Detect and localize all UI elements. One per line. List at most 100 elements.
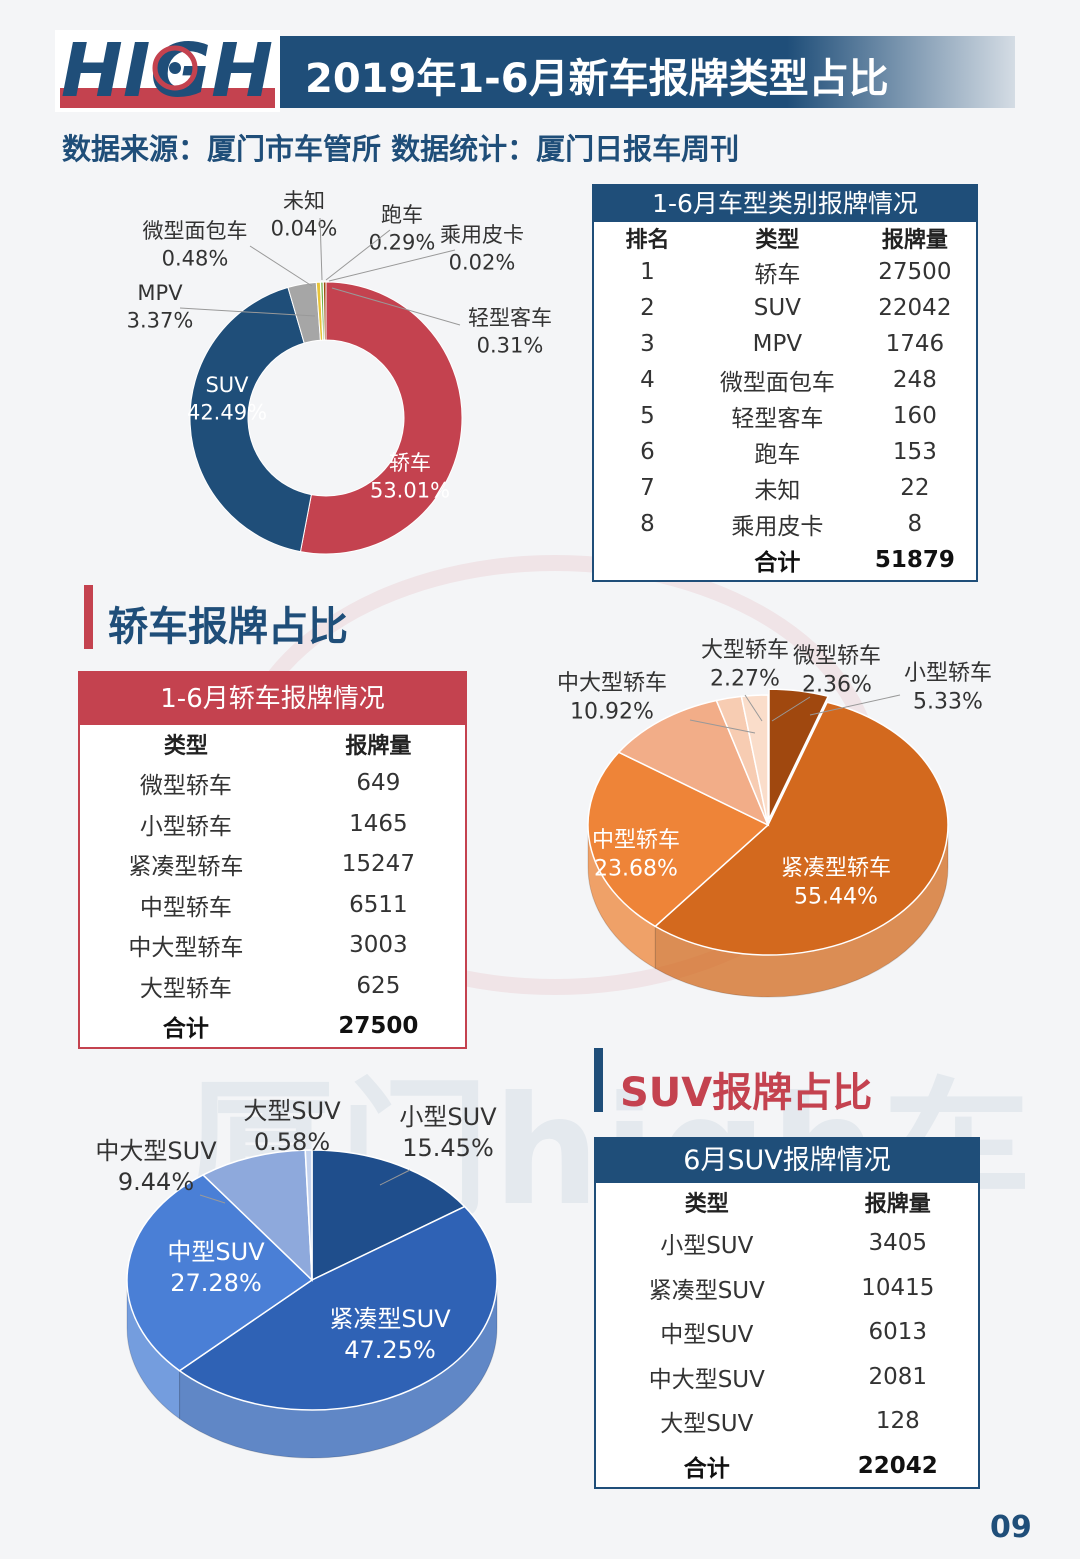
- leader-line: [809, 694, 901, 716]
- table-cell: 轿车: [754, 262, 801, 288]
- table-cell: 22: [900, 475, 930, 501]
- total-row: 合计 27500: [80, 1006, 465, 1047]
- logo-text: HIGH: [61, 30, 273, 112]
- column-header: 报牌量: [881, 228, 948, 253]
- vehicle-type-table: 1-6月车型类别报牌情况 排名 类型 报牌量 1 轿车 27500 2 SUV 22042…: [592, 184, 978, 582]
- table-title: 1-6月轿车报牌情况: [80, 673, 465, 725]
- column-header: 类型: [684, 1192, 729, 1217]
- total-value: 27500: [338, 1013, 419, 1040]
- donut-label: 跑车 0.29%: [369, 203, 436, 254]
- donut-label: SUV 42.49%: [187, 373, 267, 424]
- table-cell: 大型轿车: [139, 975, 232, 1002]
- total-label: 合计: [162, 1016, 209, 1043]
- table-cell: 3003: [349, 932, 408, 959]
- high-logo: HIGH: [55, 30, 280, 112]
- table-cell: 轻型客车: [731, 406, 824, 432]
- column-header: 类型: [163, 734, 208, 759]
- sedan-pie-chart: 小型轿车 5.33% 紧凑型轿车 55.44% 中型轿车 23.68% 中大型轿车 10.92…: [557, 638, 992, 998]
- total-label: 合计: [754, 550, 801, 576]
- table-cell: 中大型SUV: [648, 1366, 765, 1393]
- column-header: 报牌量: [345, 734, 412, 759]
- table-cell: 1: [640, 259, 655, 285]
- sedan-section-title: 轿车报牌占比: [108, 604, 348, 650]
- leader-line: [379, 1169, 411, 1186]
- table-cell: 中大型轿车: [128, 935, 244, 962]
- pie-label: 小型轿车 5.33%: [904, 661, 992, 715]
- table-cell: 7: [640, 475, 655, 501]
- table-row: 8 乘用皮卡 8: [594, 506, 976, 542]
- donut-slice: [299, 281, 463, 555]
- table-cell: 6013: [868, 1319, 928, 1346]
- pie-slice: [587, 751, 770, 928]
- title-band: [255, 36, 1015, 108]
- table-cell: MPV: [752, 331, 803, 357]
- table-row: 5 轻型客车 160: [594, 398, 976, 434]
- table-cell: SUV: [753, 295, 801, 321]
- table-cell: 紧凑型SUV: [648, 1277, 765, 1304]
- table-cell: 6511: [349, 891, 408, 918]
- total-value: 51879: [874, 547, 955, 573]
- table-row: 小型轿车 1465: [80, 804, 465, 845]
- table-cell: 153: [892, 439, 937, 465]
- table-row: 紧凑型SUV 10415: [596, 1266, 978, 1311]
- table-cell: 微型轿车: [139, 773, 232, 800]
- total-row: 合计 51879: [594, 542, 976, 578]
- table-cell: 5: [640, 403, 655, 429]
- pie-slice: [617, 699, 770, 827]
- leader-line: [771, 696, 811, 722]
- table-row: 微型轿车 649: [80, 763, 465, 804]
- column-header: 类型: [755, 228, 800, 253]
- pie-label: 紧凑型SUV 47.25%: [329, 1305, 451, 1364]
- table-cell: 小型轿车: [139, 813, 232, 840]
- table-row: 紧凑型轿车 15247: [80, 844, 465, 885]
- table-title: 1-6月车型类别报牌情况: [594, 186, 976, 222]
- table-cell: 大型SUV: [660, 1411, 754, 1438]
- table-cell: 10415: [861, 1274, 935, 1301]
- table-cell: 2081: [868, 1363, 928, 1390]
- vehicle-type-donut-chart: 轿车 53.01% SUV 42.49% MPV 3.37% 微型面包车 0.48% 未知 0.0…: [127, 189, 552, 555]
- table-row: 4 微型面包车 248: [594, 362, 976, 398]
- suv-pie-chart: 小型SUV 15.45% 紧凑型SUV 47.25% 中型SUV 27.28% 中大型SUV…: [95, 1097, 498, 1459]
- total-label: 合计: [683, 1455, 730, 1482]
- table-cell: 3: [640, 331, 655, 357]
- table-row: 大型轿车 625: [80, 966, 465, 1007]
- table-cell: 未知: [754, 478, 801, 504]
- table-cell: 8: [907, 511, 923, 537]
- table-row: 6 跑车 153: [594, 434, 976, 470]
- table-cell: 中型SUV: [660, 1322, 754, 1349]
- donut-slice: [322, 281, 327, 341]
- suv-table: 6月SUV报牌情况 类型 报牌量 小型SUV 3405 紧凑型SUV 10415 中型S…: [594, 1137, 980, 1489]
- donut-label: 乘用皮卡 0.02%: [440, 223, 524, 274]
- pie-label: 大型轿车 2.27%: [701, 638, 789, 692]
- leader-line: [199, 1194, 226, 1204]
- donut-label: 轿车 53.01%: [370, 451, 450, 502]
- table-cell: 小型SUV: [660, 1233, 754, 1260]
- pie-slice: [126, 1174, 314, 1372]
- table-row: 3 MPV 1746: [594, 326, 976, 362]
- leader-line: [249, 245, 313, 287]
- page-header: HIGH 2019年1-6月新车报牌类型占比: [55, 30, 1015, 112]
- sedan-table: 1-6月轿车报牌情况 类型 报牌量 微型轿车 649 小型轿车 1465 紧凑型轿车 15…: [78, 671, 467, 1049]
- pie-label: 微型轿车 2.36%: [793, 644, 881, 698]
- pie-label: 中型轿车 23.68%: [592, 828, 680, 882]
- pie-slice: [768, 688, 830, 820]
- pie-label: 中型SUV 27.28%: [167, 1238, 265, 1297]
- table-cell: 160: [892, 403, 937, 429]
- table-cell: 4: [640, 367, 655, 393]
- pie-label: 大型SUV 0.58%: [243, 1097, 341, 1156]
- table-cell: 6: [640, 439, 655, 465]
- table-row: 中型轿车 6511: [80, 885, 465, 926]
- column-header: 报牌量: [864, 1192, 931, 1217]
- table-cell: 8: [640, 511, 655, 537]
- page-number: 09: [990, 1510, 1032, 1545]
- table-cell: 22042: [878, 295, 952, 321]
- pie-slice: [654, 701, 949, 956]
- table-cell: 乘用皮卡: [731, 514, 824, 540]
- table-cell: 649: [356, 770, 401, 797]
- leader-line: [744, 694, 763, 722]
- table-cell: 3405: [868, 1230, 928, 1257]
- leader-line: [319, 217, 323, 281]
- pie-slice: [201, 1149, 313, 1282]
- leader-line: [328, 249, 456, 282]
- table-cell: 625: [356, 972, 401, 999]
